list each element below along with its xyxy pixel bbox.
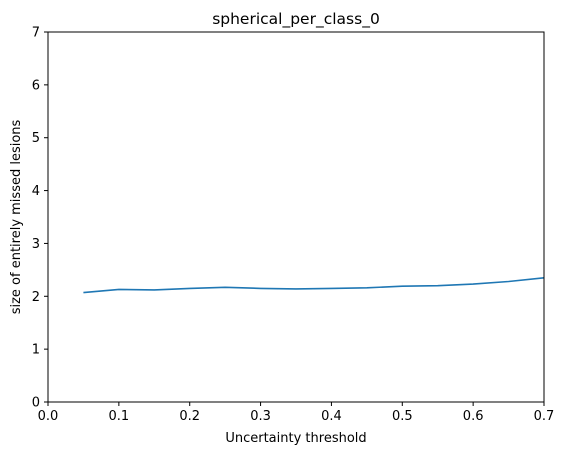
x-tick-label: 0.1 — [109, 409, 130, 424]
x-tick-label: 0.2 — [179, 409, 200, 424]
y-tick-label: 4 — [32, 184, 40, 199]
x-axis: 0.0 0.1 0.2 0.3 0.4 0.5 0.6 0.7 — [38, 402, 555, 424]
y-tick-label: 1 — [32, 343, 40, 358]
series-line — [83, 277, 545, 294]
y-axis-label: size of entirely missed lesions — [9, 119, 24, 314]
chart-title: spherical_per_class_0 — [212, 10, 380, 29]
x-tick-label: 0.0 — [38, 409, 59, 424]
y-axis: 0 1 2 3 4 5 6 7 — [32, 26, 48, 411]
y-tick-label: 5 — [32, 131, 40, 146]
y-tick-label: 7 — [32, 26, 40, 41]
y-tick-label: 3 — [32, 237, 40, 252]
x-tick-label: 0.5 — [392, 409, 413, 424]
x-tick-label: 0.3 — [250, 409, 271, 424]
y-tick-label: 2 — [32, 290, 40, 305]
x-tick-label: 0.6 — [463, 409, 484, 424]
x-tick-label: 0.4 — [321, 409, 342, 424]
x-tick-label: 0.7 — [534, 409, 555, 424]
plot-frame — [47, 31, 545, 403]
y-tick-label: 6 — [32, 78, 40, 93]
y-tick-label: 0 — [32, 396, 40, 411]
x-axis-label: Uncertainty threshold — [225, 431, 366, 446]
